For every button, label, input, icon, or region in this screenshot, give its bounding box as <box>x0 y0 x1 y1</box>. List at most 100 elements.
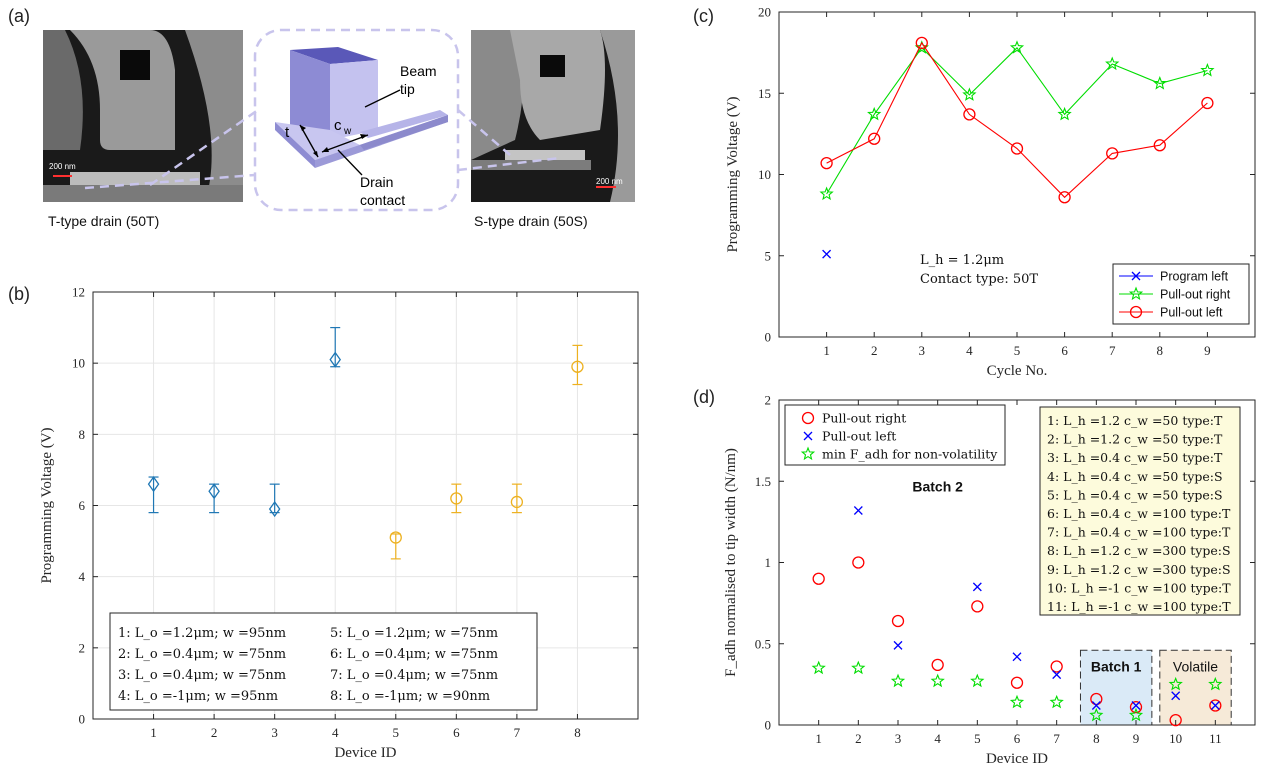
data-point <box>1009 40 1025 54</box>
annotation-contact: Contact type: 50T <box>920 272 1038 287</box>
data-point <box>571 360 584 373</box>
legend-entry: 3: L_o =0.4μm; w =75nm <box>118 668 286 683</box>
info-box-row: 4: L_h =0.4 c_w =50 type:S <box>1047 469 1223 484</box>
annotation-lh: L_h = 1.2μm <box>920 253 1004 268</box>
y-tick-label: 12 <box>72 285 85 300</box>
data-point <box>1168 676 1183 691</box>
data-point <box>389 531 402 544</box>
data-point <box>1010 142 1024 155</box>
legend-entry: 8: L_o =-1μm; w =90nm <box>330 689 490 704</box>
x-tick-label: 1 <box>150 725 157 740</box>
data-point <box>971 600 984 613</box>
x-axis-title: Device ID <box>986 751 1048 767</box>
arrowhead-t-top <box>300 125 306 131</box>
x-tick-label: 6 <box>453 725 460 740</box>
x-tick-label: 8 <box>574 725 581 740</box>
y-tick-label: 0 <box>765 330 772 345</box>
data-point <box>812 572 825 585</box>
y-tick-label: 2 <box>79 640 86 655</box>
legend-entry: 5: L_o =1.2μm; w =75nm <box>330 626 498 641</box>
data-point <box>208 483 220 500</box>
data-point <box>819 186 834 201</box>
legend-box <box>109 612 538 711</box>
data-point <box>1200 62 1215 77</box>
panel-a-letter: (a) <box>8 6 30 26</box>
x-tick-label: 3 <box>271 725 278 740</box>
label-contact: contact <box>360 192 405 208</box>
info-box-row: 7: L_h =0.4 c_w =100 type:T <box>1047 525 1231 540</box>
data-point <box>1049 694 1064 709</box>
legend-label: Program left <box>1160 270 1229 284</box>
x-tick-label: 7 <box>1053 731 1060 746</box>
x-tick-label: 10 <box>1169 731 1182 746</box>
info-box-row: 10: L_h =-1 c_w =100 type:T <box>1047 580 1231 595</box>
data-point <box>1210 701 1220 710</box>
data-point <box>931 658 944 672</box>
info-box-row: 3: L_h =0.4 c_w =50 type:T <box>1047 450 1223 465</box>
label-cw: c <box>334 117 342 134</box>
chart-c: 1 2 3 4 5 6 7 8 9 0 5 10 15 20 Cycle No. Programming Vo… <box>725 5 1256 379</box>
info-box-row: 5: L_h =0.4 c_w =50 type:S <box>1047 487 1223 502</box>
data-point <box>1169 713 1182 727</box>
info-box <box>1039 406 1241 616</box>
data-point <box>1050 660 1063 673</box>
y-tick-label: 20 <box>758 5 771 20</box>
x-tick-label: 9 <box>1133 731 1140 746</box>
x-tick-label: 3 <box>919 343 926 358</box>
data-point <box>1057 106 1072 121</box>
y-tick-label: 0 <box>765 718 772 733</box>
legend-label: Pull-out left <box>822 429 896 444</box>
x-axis-title: Cycle No. <box>987 363 1048 379</box>
data-point <box>851 660 866 675</box>
legend-marker <box>801 411 815 425</box>
legend-label: min F_adh for non-volatility <box>822 447 998 462</box>
x-tick-label: 4 <box>966 343 973 358</box>
legend-entry: 2: L_o =0.4μm; w =75nm <box>118 647 286 662</box>
data-point <box>893 640 903 650</box>
data-point <box>852 556 865 569</box>
data-point <box>1010 676 1024 689</box>
x-tick-label: 2 <box>211 725 218 740</box>
data-point <box>890 673 906 688</box>
data-point <box>867 106 882 121</box>
data-point <box>1105 56 1120 71</box>
data-point <box>853 506 863 515</box>
y-tick-label: 0.5 <box>755 636 771 651</box>
legend-label: Pull-out right <box>822 411 906 426</box>
group-label: Batch 2 <box>912 478 963 494</box>
beam-tip-pointer <box>364 89 401 108</box>
y-tick-label: 6 <box>79 498 86 513</box>
data-point <box>1209 699 1222 712</box>
legend-entry: 7: L_o =0.4μm; w =75nm <box>330 668 498 683</box>
legend-marker <box>1131 271 1141 281</box>
x-tick-label: 1 <box>823 343 830 358</box>
y-tick-label: 15 <box>758 86 771 101</box>
data-point <box>822 249 832 259</box>
y-tick-label: 5 <box>765 248 772 263</box>
x-tick-label: 2 <box>855 731 862 746</box>
data-point <box>1052 670 1062 680</box>
x-tick-label: 5 <box>1014 343 1021 358</box>
scale-bar-label-left: 200 nm <box>49 162 76 171</box>
data-point <box>1153 139 1166 152</box>
x-tick-label: 3 <box>895 731 902 746</box>
caption-s-type: S-type drain (50S) <box>474 213 588 229</box>
sem-image-left: 200 nm <box>43 30 243 202</box>
dim-arrow-cw <box>321 134 369 153</box>
y-tick-label: 10 <box>758 167 771 182</box>
legend-box <box>784 404 1006 466</box>
series-line <box>826 41 1208 199</box>
panel-c: (c) 1 2 3 4 5 6 7 8 9 0 5 10 15 20 Cycle No. Programmin… <box>693 5 1256 379</box>
y-axis-title: Programming Voltage (V) <box>39 427 55 583</box>
legend-marker <box>803 431 813 441</box>
legend-label: Pull-out left <box>1160 306 1223 320</box>
label-beam: Beam <box>400 63 437 79</box>
legend-entry: 6: L_o =0.4μm; w =75nm <box>330 647 498 662</box>
data-point <box>970 673 985 688</box>
x-tick-label: 6 <box>1014 731 1021 746</box>
info-box-row: 6: L_h =0.4 c_w =100 type:T <box>1047 506 1231 521</box>
data-point <box>1091 701 1101 710</box>
